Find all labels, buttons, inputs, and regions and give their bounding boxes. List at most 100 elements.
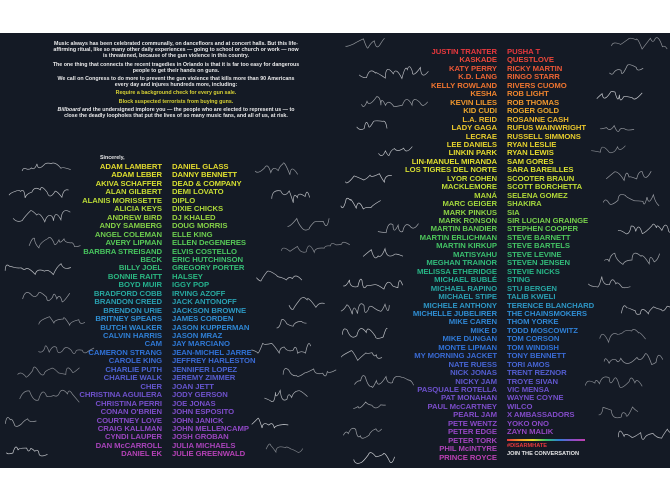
handwritten-signature — [358, 66, 429, 80]
handwritten-signature — [587, 276, 631, 289]
letter-closing: Billboard and the undersigned implore yo… — [52, 107, 300, 119]
handwritten-signature — [6, 446, 48, 457]
signatory-name: JULIE GREENWALD — [172, 449, 246, 459]
signatory-name: LINKIN PARK — [448, 148, 497, 158]
handwritten-signature — [596, 91, 643, 101]
handwritten-signature — [605, 171, 652, 182]
signatory-name: ANGEL COLEMAN — [94, 229, 162, 239]
signatory-name: CONAN O'BRIEN — [100, 407, 162, 417]
hashtag-link[interactable]: #DISARMHATE — [507, 443, 547, 449]
signatory-name: MATISYAHU — [453, 249, 497, 259]
signatory-name: JACK ANTONOFF — [172, 297, 237, 307]
signatory-name: STEVE LEVINE — [507, 249, 562, 259]
signatory-name: SCOOTER BRAUN — [507, 173, 575, 183]
signatory-name: NICK JONAS — [450, 368, 497, 378]
signatory-name: STEVEN JENSEN — [507, 258, 571, 268]
signatory-name: CHER — [140, 381, 162, 391]
closing-text: and the undersigned implore you — the pe… — [64, 106, 295, 120]
signatory-name: RINGO STARR — [507, 72, 560, 82]
signatory-name: SIR LUCIAN GRAINGE — [507, 216, 589, 225]
signatory-name: KELLY ROWLAND — [431, 80, 497, 90]
signatory-name: JASON KUPPERMAN — [172, 322, 250, 332]
handwritten-signature — [377, 223, 419, 234]
signatory-name: JAMES CORDEN — [172, 314, 234, 324]
handwritten-signature — [288, 297, 325, 310]
signatory-name: MIKE DUNGAN — [442, 334, 497, 344]
handwritten-signature — [602, 193, 660, 207]
handwritten-signature — [12, 210, 71, 223]
signatory-name: PETER TORK — [448, 435, 497, 445]
signatory-name: ERIC HUTCHINSON — [172, 254, 244, 264]
signatory-name: MARK PINKUS — [443, 207, 497, 217]
signatory-name: DIXIE CHICKS — [172, 204, 224, 214]
signatory-name: TODD MOSCOWITZ — [507, 325, 578, 335]
handwritten-signature — [4, 417, 37, 427]
signatory-name: RICKY MARTIN — [507, 63, 563, 73]
signatory-name: STEVIE NICKS — [507, 266, 560, 276]
signatory-name: NICKY JAM — [455, 376, 497, 386]
signatory-name: CAROLE KING — [108, 356, 162, 366]
handwritten-signature — [340, 303, 390, 315]
signatory-name: MARTIN ERLICHMAN — [419, 232, 497, 242]
signatory-name: BECK — [140, 254, 162, 264]
signatory-name: JEREMY ZIMMER — [172, 373, 236, 383]
signatory-name: JOHN ESPOSITO — [172, 407, 235, 417]
handwritten-signature — [353, 452, 395, 464]
handwritten-signature — [19, 389, 80, 403]
handwritten-signature — [256, 270, 303, 282]
handwritten-signature — [22, 291, 71, 303]
signatory-name: ALAN GILBERT — [105, 187, 162, 197]
signatory-name: K.D. LANG — [458, 72, 497, 82]
signatory-name: ADAM LEBER — [111, 170, 162, 180]
signatory-name: SELENA GOMEZ — [507, 190, 568, 200]
signatory-name: JOHN JANICK — [172, 415, 224, 425]
handwritten-signature — [361, 96, 428, 108]
signatory-name: SCOTT BORCHETTA — [507, 182, 583, 192]
handwritten-signature — [251, 342, 311, 354]
signatory-name: RIVERS CUOMO — [507, 80, 567, 90]
signatory-name: MARTIN BANDIER — [430, 224, 497, 234]
handwritten-signature — [598, 406, 639, 419]
handwritten-signature — [276, 319, 307, 329]
signatory-name: TOM CORSON — [507, 334, 560, 344]
signatory-name: CHRISTINA AGUILERA — [79, 390, 162, 400]
handwritten-signature — [28, 237, 81, 249]
signatory-name: CALVIN HARRIS — [103, 331, 162, 340]
signatory-name: CHARLIE WALK — [103, 373, 162, 383]
signatory-name: MEGHAN TRAINOR — [426, 258, 497, 268]
signatory-name: MELISSA ETHERIDGE — [416, 266, 497, 276]
signatory-name: QUESTLOVE — [507, 55, 554, 65]
handwritten-signature — [609, 64, 644, 75]
signatory-name: MICHAEL RAPINO — [430, 283, 497, 293]
signatory-name: IRVING AZOFF — [172, 288, 226, 298]
handwritten-signature — [271, 190, 310, 203]
signatory-name: GREGORY PORTER — [172, 263, 245, 273]
publication-name: Billboard — [57, 106, 81, 113]
signatory-name: BRADFORD COBB — [93, 288, 162, 298]
signatory-name: BILLY JOEL — [118, 263, 162, 273]
handwritten-signature — [282, 368, 337, 377]
handwritten-signature — [345, 173, 392, 184]
signatory-name: TALIB KWELI — [507, 292, 556, 302]
signatory-name: CHARLIE PUTH — [105, 364, 162, 374]
handwritten-signature — [251, 417, 289, 429]
handwritten-signature — [343, 278, 403, 290]
signatory-name: DANIEL EK — [121, 449, 162, 459]
handwritten-signature — [8, 187, 69, 199]
signatory-name: PETER EDGE — [447, 427, 497, 437]
signatory-name: BRANDON CREED — [94, 297, 162, 307]
signatory-name: ALICIA KEYS — [114, 204, 162, 214]
handwritten-signature — [378, 146, 413, 156]
signatory-name: MONTE LIPMAN — [438, 342, 497, 352]
signatory-name: X AMBASSADORS — [507, 410, 575, 420]
signatory-name: DANIEL GLASS — [172, 162, 229, 171]
signatory-name: JOAN JETT — [172, 381, 214, 391]
signatory-name: KESHA — [470, 89, 497, 99]
signatory-name: MARC GEIGER — [442, 199, 497, 209]
signatory-name: ELLE KING — [172, 229, 213, 239]
signatory-name: LIN-MANUEL MIRANDA — [411, 156, 497, 166]
signatory-name: JODY GERSON — [172, 390, 228, 400]
signatory-name: BOYD MUIR — [118, 280, 162, 290]
signatory-name: SIA — [507, 207, 520, 217]
signatory-name: MANÁ — [474, 190, 497, 200]
